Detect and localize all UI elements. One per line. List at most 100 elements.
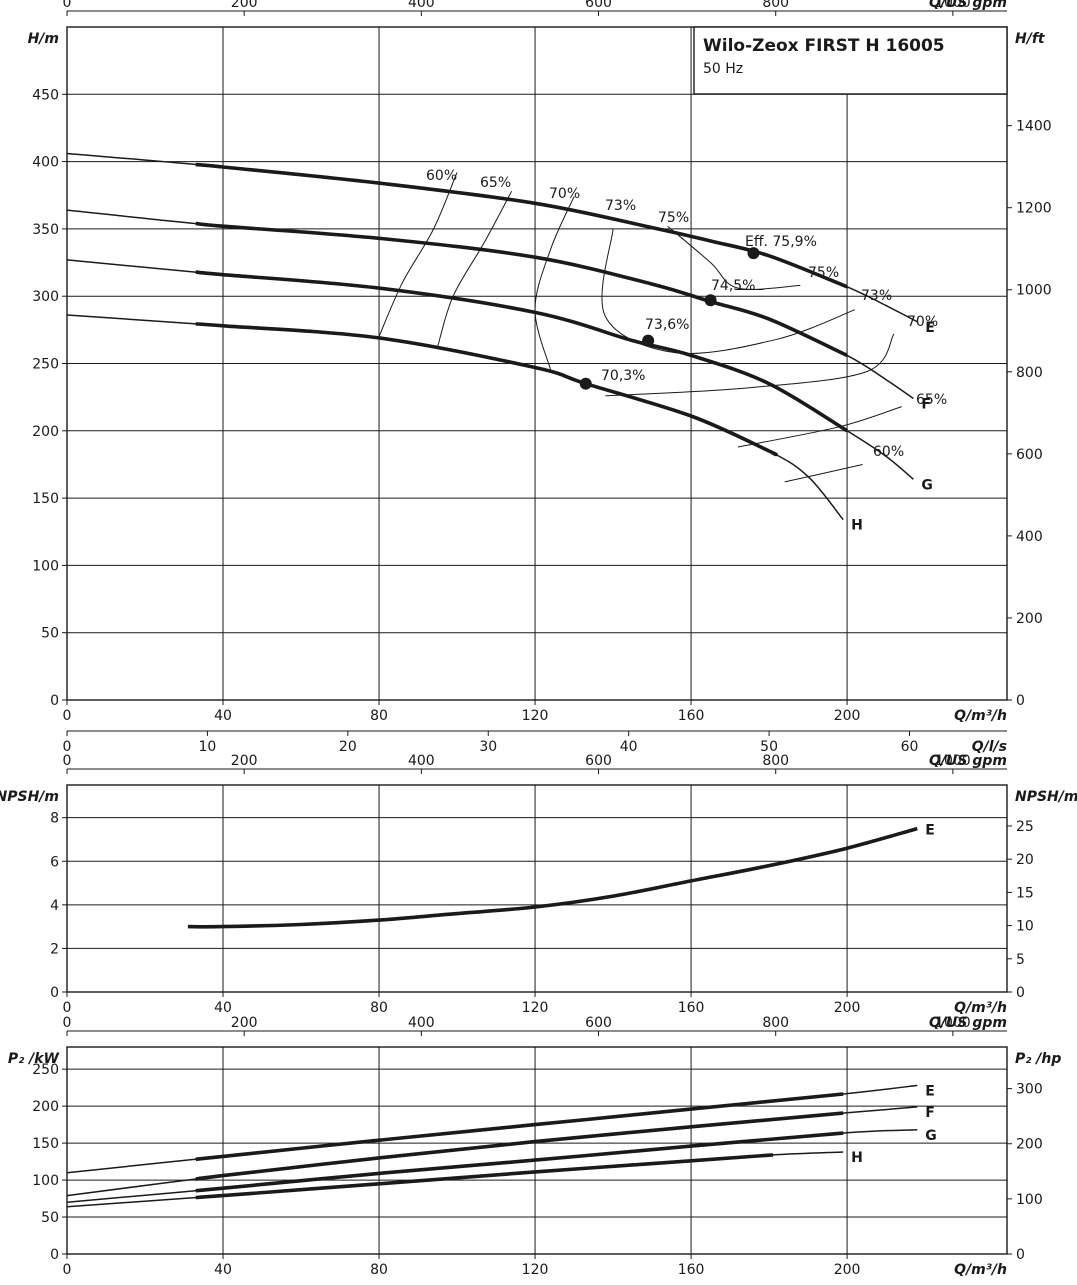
head-gpm-axis-label: Q/US gpm <box>929 0 1007 11</box>
ls-axis-label: Q/l/s <box>972 739 1007 755</box>
head-curve-label: E <box>925 320 935 336</box>
power-xtick-label: 0 <box>63 1262 72 1278</box>
efficiency-label: 75% <box>808 265 839 281</box>
ls-tick-label: 20 <box>339 739 357 755</box>
power-curve-label: G <box>925 1128 937 1144</box>
head-xtick-label: 200 <box>834 708 861 724</box>
ls-tick-label: 50 <box>760 739 778 755</box>
ls-tick-label: 60 <box>901 739 919 755</box>
head-curve-label: H <box>851 518 863 534</box>
npsh-xtick-label: 80 <box>370 1000 388 1016</box>
head-curve-G <box>66 259 914 480</box>
head-xtick-label: 120 <box>522 708 549 724</box>
efficiency-label: 73% <box>605 198 636 214</box>
grid-layer <box>62 10 1012 1259</box>
head-ytick-right-label: 200 <box>1016 611 1043 627</box>
efficiency-label: 65% <box>480 175 511 191</box>
head-x-axis-label: Q/m³/h <box>954 708 1007 724</box>
head-ytick-right-label: 600 <box>1016 447 1043 463</box>
head-ytick-label: 250 <box>32 357 59 373</box>
head-xtick-label: 0 <box>63 708 72 724</box>
power-curve-bold-H <box>195 1153 774 1200</box>
head-gpm-tick-label: 0 <box>63 0 72 11</box>
power-ytick-right-label: 200 <box>1016 1137 1043 1153</box>
efficiency-contour <box>534 196 575 371</box>
head-curve-label: G <box>921 477 933 493</box>
npsh-ytick-right-label: 25 <box>1016 819 1034 835</box>
power-y-axis-label-left: P₂ /kW <box>8 1051 60 1067</box>
head-ytick-right-label: 1400 <box>1016 119 1052 135</box>
head-ytick-right-label: 1200 <box>1016 201 1052 217</box>
power-frame <box>66 1046 1008 1255</box>
head-gpm-tick-label: 200 <box>231 0 258 11</box>
power-xtick-label: 160 <box>678 1262 705 1278</box>
head-gpm-tick-label: 600 <box>585 0 612 11</box>
npsh-curve-E <box>187 826 918 929</box>
power-curve-label: F <box>925 1105 935 1121</box>
head-ytick-right-label: 800 <box>1016 365 1043 381</box>
power-curve-F <box>66 1106 918 1197</box>
power-curve-bold-G <box>195 1131 844 1193</box>
npsh-y-axis-label-left: NPSH/m <box>0 789 59 805</box>
power-gpm-tick-label: 400 <box>408 1015 435 1031</box>
power-ytick-label: 50 <box>41 1210 59 1226</box>
efficiency-contour <box>605 333 895 397</box>
efficiency-contour <box>667 225 801 290</box>
power-ytick-label: 250 <box>32 1062 59 1078</box>
npsh-gpm-tick-label: 0 <box>63 753 72 769</box>
efficiency-contour <box>784 464 863 483</box>
efficiency-label: 75% <box>658 210 689 226</box>
head-gpm-tick-label: 400 <box>408 0 435 11</box>
head-ytick-right-label: 1000 <box>1016 283 1052 299</box>
head-xtick-label: 160 <box>678 708 705 724</box>
head-xtick-label: 40 <box>214 708 232 724</box>
efficiency-label: 73% <box>861 288 892 304</box>
power-curve-label: E <box>925 1083 935 1099</box>
head-ytick-label: 50 <box>41 626 59 642</box>
npsh-ytick-label: 2 <box>50 941 59 957</box>
npsh-gpm-tick-label: 800 <box>762 753 789 769</box>
power-xtick-label: 40 <box>214 1262 232 1278</box>
best-efficiency-point-G <box>642 334 655 347</box>
chart-title: Wilo-Zeox FIRST H 16005 <box>703 36 945 56</box>
npsh-gpm-tick-label: 600 <box>585 753 612 769</box>
efficiency-label: 60% <box>873 444 904 460</box>
head-ytick-label: 300 <box>32 289 59 305</box>
power-y-axis-label-right: P₂ /hp <box>1015 1051 1061 1067</box>
npsh-frame <box>66 784 1008 993</box>
efficiency-label: 70% <box>549 186 580 202</box>
head-y-axis-label-right: H/ft <box>1015 31 1046 47</box>
npsh-ytick-label: 8 <box>50 811 59 827</box>
npsh-y-axis-label-right: NPSH/m <box>1015 789 1077 805</box>
npsh-ytick-label: 6 <box>50 854 59 870</box>
title-box: Wilo-Zeox FIRST H 16005 50 Hz <box>693 26 1008 95</box>
npsh-xtick-label: 200 <box>834 1000 861 1016</box>
npsh-x-axis-label: Q/m³/h <box>954 1000 1007 1016</box>
power-gpm-tick-label: 800 <box>762 1015 789 1031</box>
npsh-curve-label: E <box>925 823 935 839</box>
head-gpm-tick-label: 1000 <box>935 0 971 11</box>
curves-layer <box>66 152 918 1208</box>
efficiency-label: 60% <box>426 168 457 184</box>
npsh-xtick-label: 160 <box>678 1000 705 1016</box>
power-curve-bold-F <box>195 1111 844 1181</box>
npsh-gpm-tick-label: 400 <box>408 753 435 769</box>
npsh-ytick-right-label: 20 <box>1016 852 1034 868</box>
power-gpm-tick-label: 200 <box>231 1015 258 1031</box>
efficiency-label: Eff. 75,9% <box>745 234 817 250</box>
head-ytick-label: 100 <box>32 558 59 574</box>
power-gpm-axis-label: Q/US gpm <box>929 1015 1007 1031</box>
efficiency-label: 70,3% <box>601 368 645 384</box>
efficiency-contour <box>737 406 902 448</box>
head-gpm-tick-label: 800 <box>762 0 789 11</box>
power-ytick-right-label: 0 <box>1016 1247 1025 1263</box>
head-ytick-right-label: 400 <box>1016 529 1043 545</box>
head-curve-label: F <box>921 396 931 412</box>
power-ytick-right-label: 100 <box>1016 1192 1043 1208</box>
npsh-gpm-tick-label: 200 <box>231 753 258 769</box>
npsh-xtick-label: 0 <box>63 1000 72 1016</box>
efficiency-label: 70% <box>907 314 938 330</box>
head-ytick-label: 350 <box>32 222 59 238</box>
